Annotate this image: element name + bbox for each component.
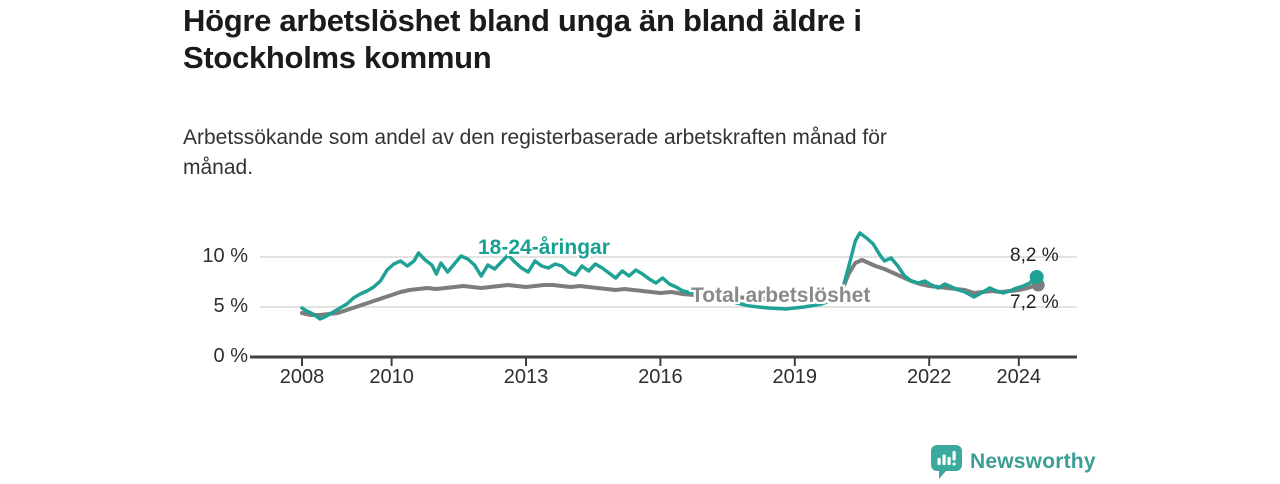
x-axis-label: 2010 <box>369 366 414 388</box>
end-value-total: 7,2 % <box>1010 292 1059 313</box>
series-label-young: 18-24-åringar <box>478 236 610 259</box>
series-label-total: Total arbetslöshet <box>691 284 871 307</box>
newsworthy-icon <box>931 445 962 479</box>
chart-subtitle-line2: månad. <box>183 156 254 179</box>
y-axis-label: 10 % <box>202 245 248 267</box>
x-axis-label: 2024 <box>996 366 1042 388</box>
chart-title-line2: Stockholms kommun <box>183 40 492 75</box>
x-axis-label: 2022 <box>906 366 952 388</box>
y-axis-label: 5 % <box>213 295 248 317</box>
series-line-young <box>300 231 1039 321</box>
x-axis-label: 2013 <box>503 366 549 388</box>
series-line-total <box>300 258 1039 317</box>
newsworthy-logo[interactable]: Newsworthy <box>931 444 1096 480</box>
chart-subtitle: Arbetssökande som andel av den registerb… <box>183 123 1063 183</box>
newsworthy-wordmark: Newsworthy <box>970 450 1096 473</box>
x-axis-label: 2008 <box>279 366 325 388</box>
y-axis-label: 0 % <box>213 345 248 367</box>
x-axis-label: 2019 <box>772 366 818 388</box>
chart-title: Högre arbetslöshet bland unga än bland ä… <box>183 2 1043 76</box>
chart-subtitle-line1: Arbetssökande som andel av den registerb… <box>183 126 887 149</box>
x-axis-label: 2016 <box>638 366 683 388</box>
chart-title-line1: Högre arbetslöshet bland unga än bland ä… <box>183 3 862 38</box>
end-value-young: 8,2 % <box>1010 245 1059 266</box>
end-dot-young <box>1029 270 1044 284</box>
